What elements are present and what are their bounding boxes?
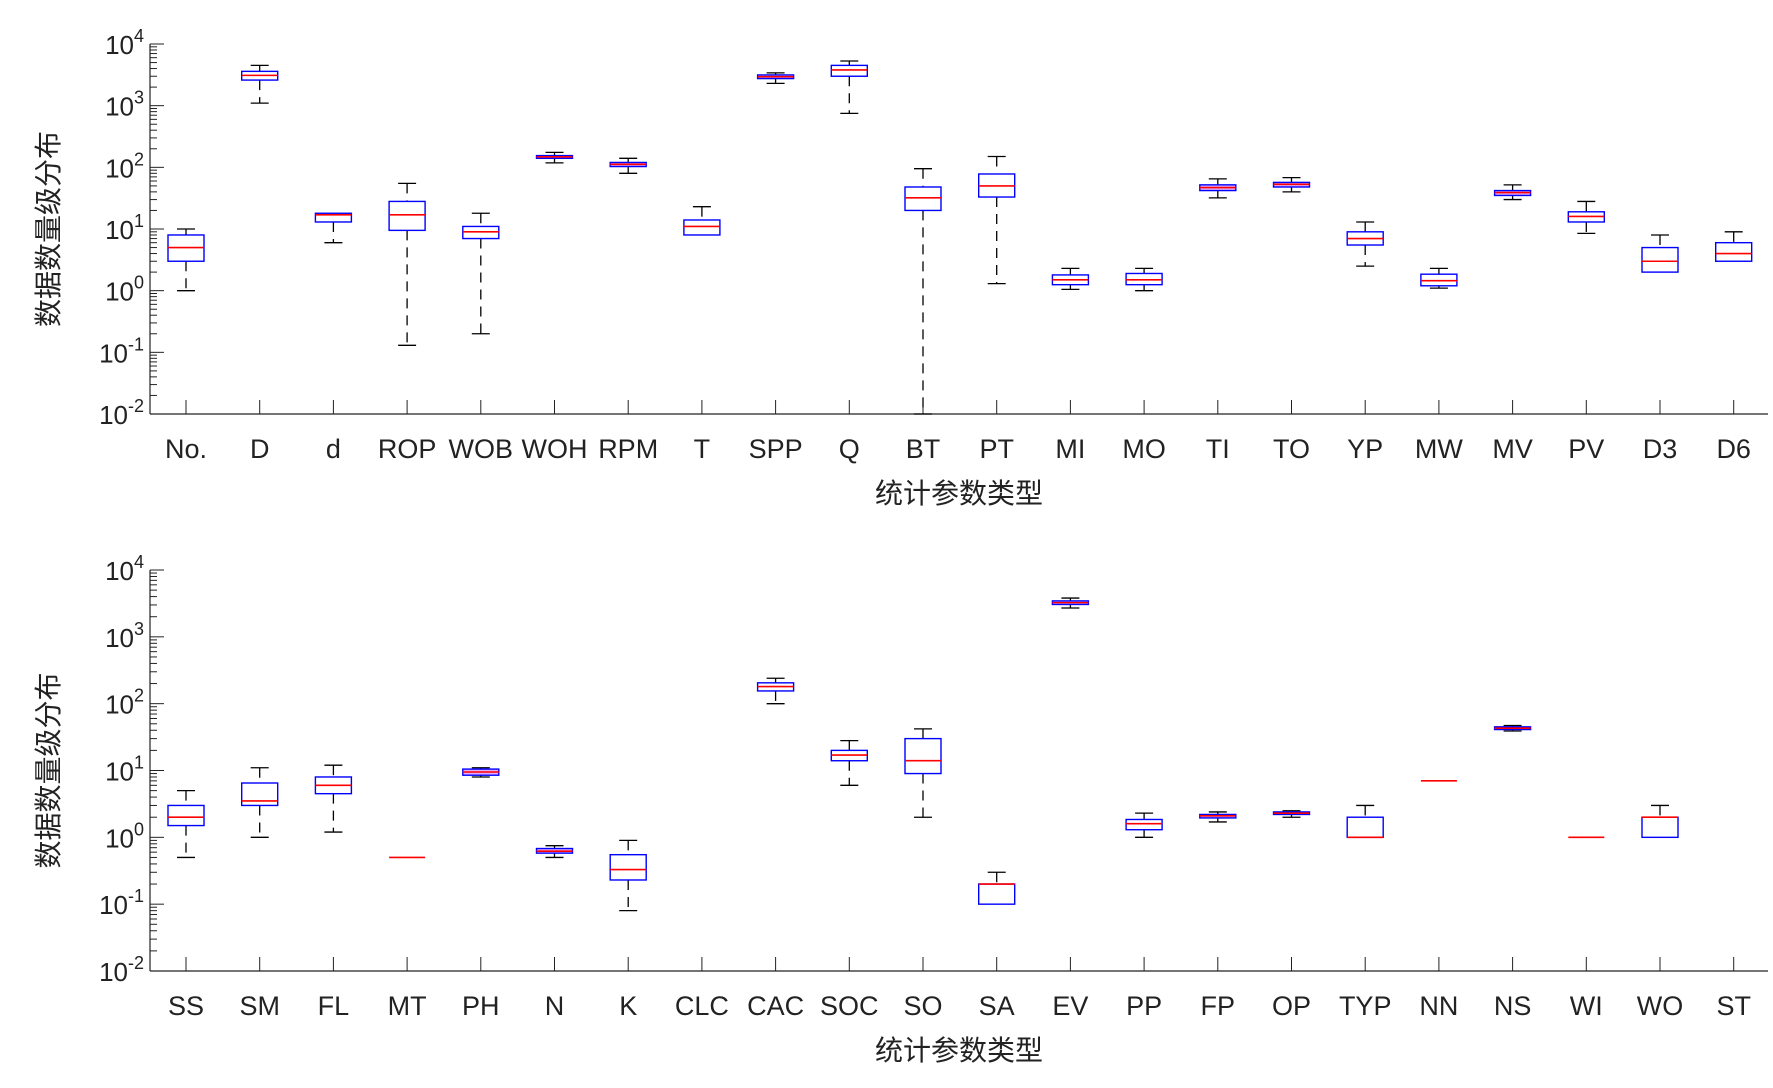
y-axis-label: 数据数量级分布 — [32, 672, 65, 868]
y-tick-label: 101 — [105, 753, 144, 787]
x-axis-label: 统计参数类型 — [875, 477, 1043, 510]
x-tick-label: SO — [903, 991, 942, 1021]
x-tick-label: OP — [1272, 991, 1311, 1021]
x-tick-label: FL — [318, 991, 350, 1021]
x-tick-label: No. — [165, 434, 207, 464]
y-tick-label: 104 — [105, 552, 144, 586]
iqr-box — [683, 219, 721, 236]
iqr-box — [978, 883, 1016, 905]
x-tick-label: SOC — [820, 991, 879, 1021]
x-tick-label: WO — [1637, 991, 1684, 1021]
x-tick-label: NN — [1419, 991, 1458, 1021]
y-tick-label: 10-1 — [99, 886, 144, 920]
iqr-box — [904, 186, 942, 212]
y-tick-label: 10-2 — [99, 396, 144, 430]
x-tick-label: WI — [1570, 991, 1603, 1021]
y-tick-label: 10-2 — [99, 953, 144, 987]
x-tick-label: EV — [1052, 991, 1088, 1021]
x-tick-label: SPP — [749, 434, 803, 464]
x-tick-label: NS — [1494, 991, 1532, 1021]
x-tick-label: SM — [239, 991, 280, 1021]
x-tick-label: TI — [1206, 434, 1230, 464]
x-tick-label: MT — [388, 991, 427, 1021]
x-tick-label: MO — [1122, 434, 1166, 464]
y-axis-label: 数据数量级分布 — [32, 131, 65, 327]
x-tick-label: D — [250, 434, 270, 464]
x-tick-label: MI — [1055, 434, 1085, 464]
y-tick-label: 101 — [105, 211, 144, 245]
x-tick-label: CLC — [675, 991, 729, 1021]
iqr-box — [904, 737, 942, 775]
iqr-box — [1125, 818, 1163, 831]
iqr-box — [1346, 816, 1384, 839]
x-tick-label: BT — [906, 434, 941, 464]
x-tick-label: WOB — [449, 434, 514, 464]
x-tick-label: CAC — [747, 991, 804, 1021]
x-tick-label: ROP — [378, 434, 437, 464]
x-axis-label: 统计参数类型 — [875, 1034, 1043, 1067]
x-tick-label: N — [545, 991, 565, 1021]
y-tick-label: 100 — [105, 273, 144, 307]
iqr-box — [1641, 246, 1679, 273]
x-tick-label: SA — [979, 991, 1015, 1021]
iqr-box — [1714, 241, 1753, 262]
x-tick-label: TYP — [1339, 991, 1392, 1021]
x-tick-label: RPM — [598, 434, 658, 464]
x-tick-label: TO — [1273, 434, 1310, 464]
y-tick-label: 102 — [105, 686, 144, 720]
iqr-box — [830, 64, 868, 77]
y-tick-label: 10-1 — [99, 334, 144, 368]
x-tick-label: T — [694, 434, 711, 464]
y-tick-label: 102 — [105, 149, 144, 183]
iqr-box — [609, 853, 647, 881]
y-tick-label: 104 — [105, 26, 144, 60]
x-tick-label: PV — [1568, 434, 1604, 464]
iqr-box — [388, 200, 426, 232]
x-tick-label: PP — [1126, 991, 1162, 1021]
x-tick-label: d — [326, 434, 341, 464]
x-tick-label: PH — [462, 991, 500, 1021]
y-tick-label: 103 — [105, 88, 144, 122]
x-tick-label: D6 — [1716, 434, 1751, 464]
x-tick-label: ST — [1716, 991, 1751, 1021]
x-tick-label: D3 — [1643, 434, 1678, 464]
x-tick-label: MV — [1492, 434, 1533, 464]
iqr-box — [240, 782, 279, 807]
iqr-box — [167, 804, 205, 827]
x-tick-label: Q — [839, 434, 860, 464]
y-tick-label: 103 — [105, 619, 144, 653]
iqr-box — [314, 212, 353, 223]
y-tick-label: 100 — [105, 819, 144, 853]
x-tick-label: SS — [168, 991, 204, 1021]
x-tick-label: MW — [1415, 434, 1463, 464]
x-tick-label: WOH — [522, 434, 588, 464]
x-tick-label: YP — [1347, 434, 1383, 464]
iqr-box — [1641, 816, 1679, 839]
x-tick-label: PT — [979, 434, 1014, 464]
x-tick-label: FP — [1201, 991, 1236, 1021]
x-tick-label: K — [619, 991, 637, 1021]
bottom-boxplot-panel: 104 103 102 101 100 10-1 10-2 数据数量级分布 SS SM FL MT PH… — [32, 552, 1768, 1067]
